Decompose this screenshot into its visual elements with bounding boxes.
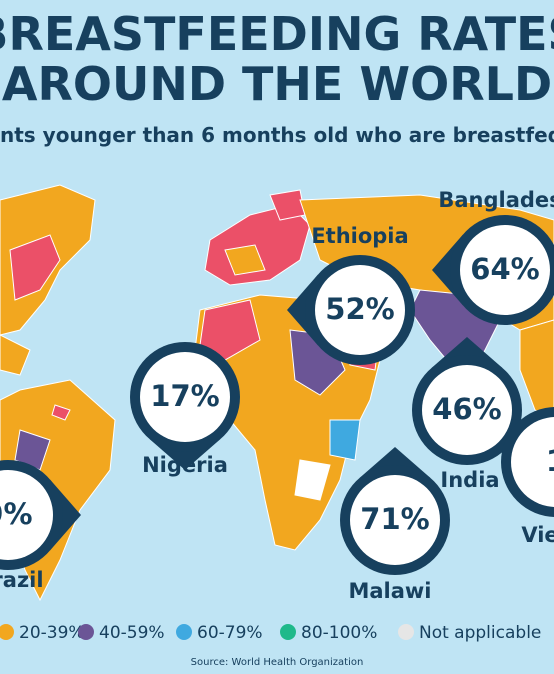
callout-country: Ethiopia [311, 224, 408, 248]
legend-label: 20-39% [19, 623, 85, 643]
title-line: BREASTFEEDING RATES [0, 7, 554, 61]
callout-rate: 46% [432, 392, 501, 426]
callout-rate: 9% [0, 497, 33, 531]
legend-label: Not applicable [419, 623, 541, 643]
legend-swatch [78, 624, 94, 640]
subtitle: nts younger than 6 months old who are br… [0, 123, 554, 147]
legend: 20-39% 40-59% 60-79% 80-100% Not applicable [0, 623, 541, 643]
legend-label: 40-59% [99, 623, 165, 643]
pin-face [422, 365, 512, 455]
pin-face [460, 225, 550, 315]
pin-face [0, 470, 53, 560]
callout-rate: 64% [470, 252, 539, 286]
legend-label: 60-79% [197, 623, 263, 643]
callout-rate: 1 [546, 444, 554, 478]
callout-rate: 52% [325, 292, 394, 326]
legend-swatch [176, 624, 192, 640]
callout-country: Banglades [438, 188, 554, 212]
legend-swatch [0, 624, 14, 640]
title-line: AROUND THE WORLD [2, 57, 552, 111]
callouts: 52% Ethiopia 64% Banglades 17% Nigeria 46% Indi… [0, 188, 554, 603]
callout-country: Malawi [348, 579, 431, 603]
pin-face [350, 475, 440, 565]
pin-face [140, 352, 230, 442]
callout-country: razil [0, 568, 44, 592]
callout-country: Nigeria [142, 453, 228, 477]
pin-face [511, 417, 554, 507]
legend-swatch [398, 624, 414, 640]
callout-country: India [440, 468, 499, 492]
callout-rate: 17% [150, 379, 219, 413]
legend-swatch [280, 624, 296, 640]
source: Source: World Health Organization [191, 657, 364, 668]
pin-face [315, 265, 405, 355]
callout-rate: 71% [360, 502, 429, 536]
callout-country: Vie [521, 523, 554, 547]
legend-label: 80-100% [301, 623, 377, 643]
